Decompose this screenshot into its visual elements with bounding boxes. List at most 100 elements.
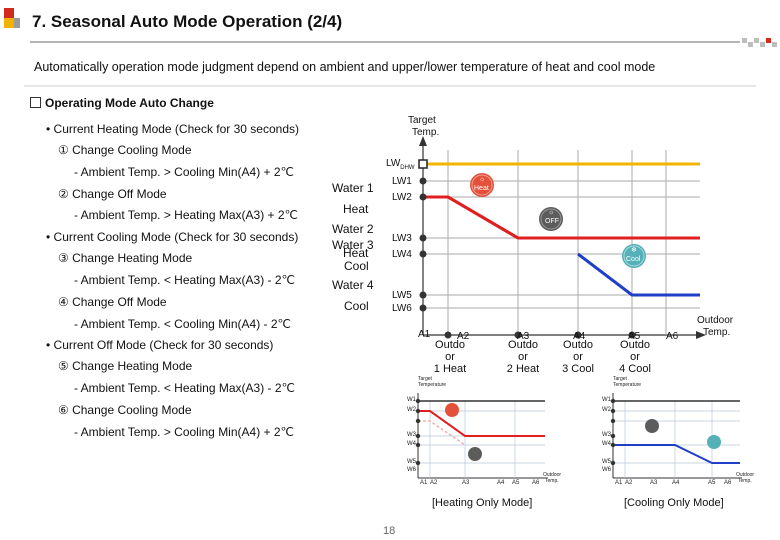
left-label-heat-2: Heat — [343, 246, 369, 260]
left-label-cool-1: Cool — [344, 259, 369, 273]
mini-heat-w2: W2 — [407, 407, 416, 413]
outdoor-label-1: Outdo or 1 Heat — [433, 339, 467, 375]
outdoor-label-2: Outdo or 2 Heat — [506, 339, 540, 375]
mini-cool-w6: W6 — [602, 467, 611, 473]
mini-cool-w2: W2 — [602, 407, 611, 413]
x-marker-a2: A2 — [457, 331, 470, 342]
logo-block-gray — [14, 18, 20, 28]
mini-cool-y-title-1: Target — [613, 376, 627, 382]
mini-heat-chart — [415, 393, 548, 479]
rule-off-header: • Current Off Mode (Check for 30 seconds… — [46, 338, 274, 352]
x-marker-a5: A5 — [628, 331, 641, 342]
mini-cool-a2: A2 — [625, 480, 633, 486]
mini-cool-a3: A3 — [650, 480, 658, 486]
left-label-water3: Water 3 — [332, 238, 374, 252]
rule-1-condition: - Ambient Temp. > Cooling Min(A4) + 2℃ — [74, 165, 295, 179]
y-marker-lw5: LW5 — [392, 290, 412, 301]
left-label-heat-1: Heat — [343, 202, 369, 216]
x-marker-a6: A6 — [666, 331, 679, 342]
x-marker-a3: A3 — [517, 331, 530, 342]
mini-heat-x-title-1: Outdoor — [543, 472, 562, 478]
rule-6-condition: - Ambient Temp. > Cooling Min(A4) + 2℃ — [74, 425, 295, 439]
rule-5-condition: - Ambient Temp. < Heating Max(A3) - 2℃ — [74, 381, 296, 395]
mini-heat-a5: A5 — [512, 480, 520, 486]
mini-heat-a2: A2 — [430, 480, 438, 486]
mini-cool-a6: A6 — [724, 480, 732, 486]
mini-heat-a3: A3 — [462, 480, 470, 486]
mini-heat-caption: [Heating Only Mode] — [432, 497, 533, 509]
rule-4: ④ Change Off Mode — [58, 295, 167, 309]
y-marker-lw4: LW4 — [392, 249, 412, 260]
section-title: Operating Mode Auto Change — [45, 96, 214, 110]
mini-cool-w1: W1 — [602, 397, 611, 403]
off-icon-label: OFF — [545, 218, 559, 225]
mini-heat-a4: A4 — [497, 480, 505, 486]
rule-heating-header: • Current Heating Mode (Check for 30 sec… — [46, 122, 299, 136]
y-marker-lw6: LW6 — [392, 303, 412, 314]
heat-icon-label: Heat — [474, 185, 489, 192]
mini-cool-x-title-2: Temp. — [738, 478, 752, 484]
logo-block-yellow — [4, 18, 14, 28]
section-checkbox-icon — [30, 97, 41, 108]
rule-3: ③ Change Heating Mode — [58, 251, 193, 265]
rule-cooling-header: • Current Cooling Mode (Check for 30 sec… — [46, 230, 299, 244]
main-y-markers — [418, 159, 428, 312]
mini-cool-a4: A4 — [672, 480, 680, 486]
main-x-arrow — [696, 331, 706, 339]
mini-heat-y-title-2: Temperature — [418, 382, 447, 388]
mini-heat-y-title-1: Target — [418, 376, 432, 382]
mini-cool-chart — [610, 393, 742, 479]
left-label-water1: Water 1 — [332, 181, 374, 195]
y-marker-lw3: LW3 — [392, 233, 412, 244]
rule-2-condition: - Ambient Temp. > Heating Max(A3) + 2℃ — [74, 208, 299, 222]
logo-block-red — [4, 8, 14, 18]
y-marker-lwdhw: LWDHW — [386, 158, 415, 171]
mini-heat-w5: W5 — [407, 459, 416, 465]
cool-curve — [577, 252, 700, 297]
mini-cool-w3: W3 — [602, 432, 611, 438]
main-y-arrow — [419, 136, 427, 146]
y-marker-lw1: LW1 — [392, 176, 412, 187]
mini-heat-x-title-2: Temp. — [545, 478, 559, 484]
main-x-markers — [444, 331, 636, 339]
cool-icon-label: Cool — [626, 256, 641, 263]
cool-mode-icon — [622, 244, 646, 268]
page-title: 7. Seasonal Auto Mode Operation (2/4) — [32, 12, 343, 31]
cool-icon-glyph: ❄ — [631, 247, 637, 254]
x-marker-a4: A4 — [573, 331, 586, 342]
mini-heat-w1: W1 — [407, 397, 416, 403]
off-icon-glyph: ☼ — [548, 209, 555, 216]
rule-3-condition: - Ambient Temp. < Heating Max(A3) - 2℃ — [74, 273, 296, 287]
off-mode-icon — [539, 207, 563, 231]
x-marker-a1: A1 — [418, 329, 431, 340]
left-label-water2: Water 2 — [332, 222, 374, 236]
outdoor-label-4: Outdo or 4 Cool — [619, 339, 651, 375]
mini-heat-w3: W3 — [407, 432, 416, 438]
mini-cool-w4: W4 — [602, 441, 611, 447]
rule-2: ② Change Off Mode — [58, 187, 167, 201]
mini-cool-x-title-1: Outdoor — [736, 472, 755, 478]
left-label-cool-2: Cool — [344, 299, 369, 313]
y-marker-lw2: LW2 — [392, 192, 412, 203]
mini-cool-w5: W5 — [602, 459, 611, 465]
main-x-title-2: Temp. — [703, 327, 731, 338]
mini-heat-a6: A6 — [532, 480, 540, 486]
page-number: 18 — [383, 525, 396, 537]
main-y-title-1: Target — [408, 115, 436, 126]
rule-1: ① Change Cooling Mode — [58, 143, 192, 157]
heat-icon-glyph: ☼ — [479, 176, 486, 183]
left-label-water4: Water 4 — [332, 278, 374, 292]
mini-heat-w6: W6 — [407, 467, 416, 473]
outdoor-label-3: Outdo or 3 Cool — [562, 339, 594, 375]
main-y-title-2: Temp. — [412, 127, 440, 138]
mini-heat-w4: W4 — [407, 441, 416, 447]
heat-mode-icon — [470, 173, 494, 197]
page-subtitle: Automatically operation mode judgment de… — [34, 60, 656, 74]
main-x-title-1: Outdoor — [697, 315, 734, 326]
rule-6: ⑥ Change Cooling Mode — [58, 403, 192, 417]
rule-5: ⑤ Change Heating Mode — [58, 359, 193, 373]
mini-heat-a1: A1 — [420, 480, 428, 486]
rule-4-condition: - Ambient Temp. < Cooling Min(A4) - 2℃ — [74, 317, 292, 331]
